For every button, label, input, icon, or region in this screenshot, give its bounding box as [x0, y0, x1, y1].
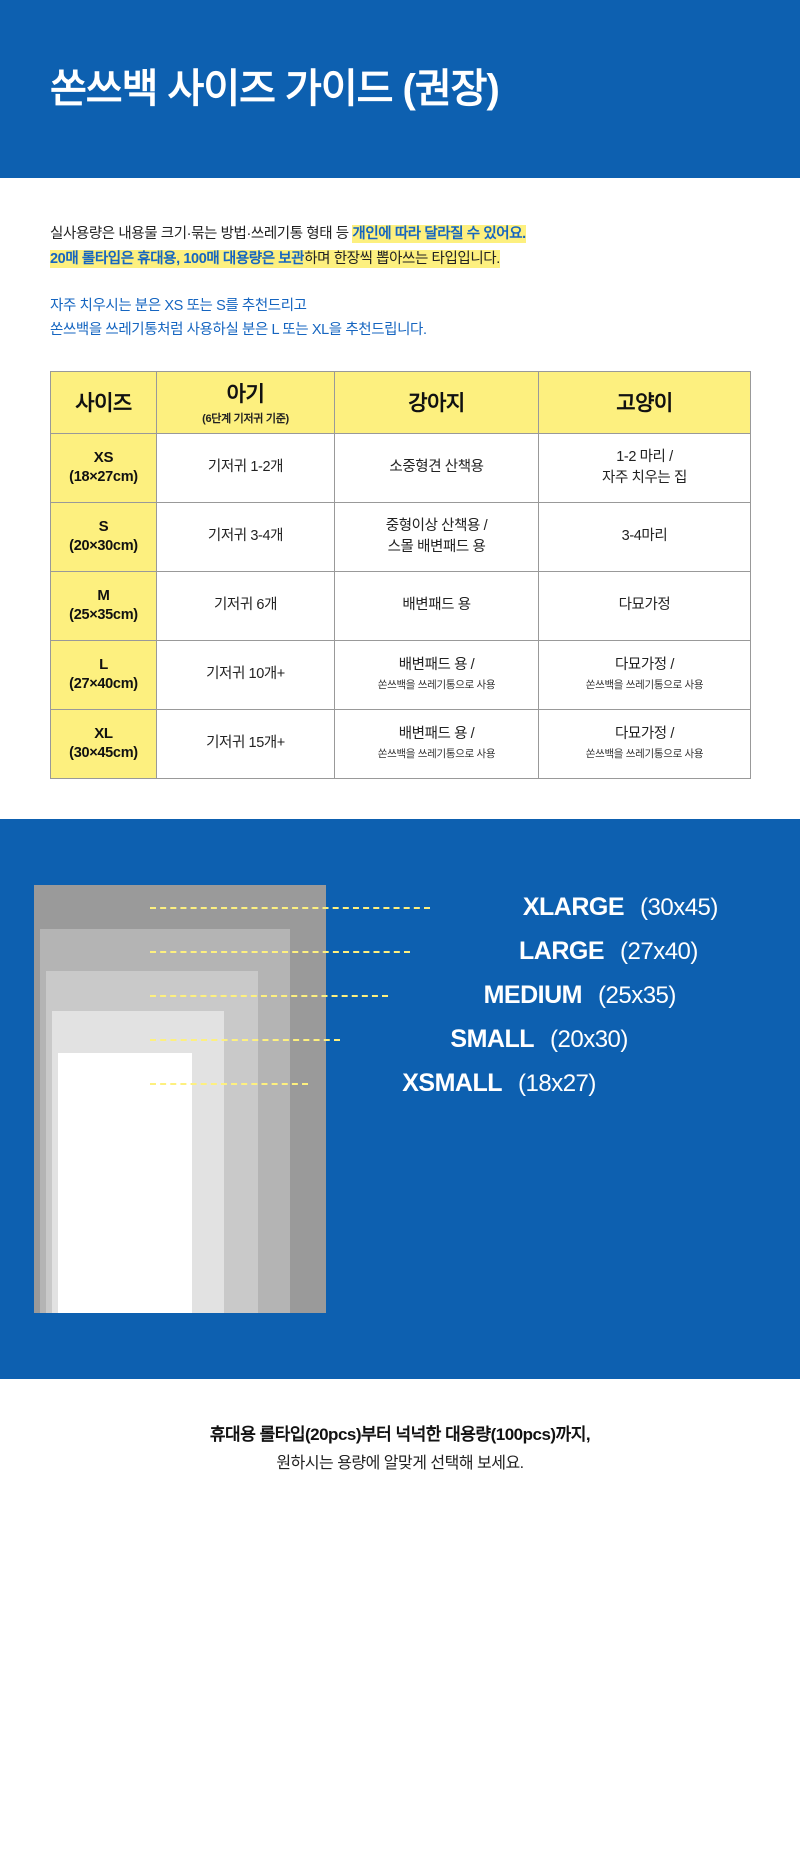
cell-cat-xs: 1-2 마리 / 자주 치우는 집 — [538, 432, 751, 503]
col-header-dog-label: 강아지 — [408, 392, 465, 416]
size-label-xl: XL — [94, 724, 113, 742]
intro-line-1: 실사용량은 내용물 크기·묶는 방법·쓰레기통 형태 등 개인에 따라 달라질 … — [50, 222, 750, 247]
legend-row-small: SMALL (20x30) — [150, 1025, 780, 1054]
cell-size-m: M (25×35cm) — [50, 570, 157, 641]
cell-dog-l: 배변패드 용 / 쏜쓰백을 쓰레기통으로 사용 — [334, 639, 539, 710]
size-label-s: S — [98, 517, 109, 535]
size-dim-s: (20×30cm) — [69, 537, 138, 554]
leader-line-icon — [150, 994, 388, 997]
cell-dog-xl-note: 쏜쓰백을 쓰레기통으로 사용 — [377, 748, 496, 761]
recommendation-block: 자주 치우시는 분은 XS 또는 S를 추천드리고 쏜쓰백을 쓰레기통처럼 사용… — [50, 295, 750, 343]
footer-section: 휴대용 롤타입(20pcs)부터 넉넉한 대용량(100pcs)까지, 원하시는… — [0, 1379, 800, 1480]
legend-dim-xsmall: (18x27) — [518, 1069, 596, 1097]
col-header-baby-sub: (6단계 기저귀 기준) — [202, 413, 289, 426]
legend-dim-small: (20x30) — [550, 1025, 628, 1053]
page-title: 쏜쓰백 사이즈 가이드 (권장) — [50, 67, 500, 111]
intro-line-1-highlight: 개인에 따라 달라질 수 있어요. — [352, 225, 526, 243]
cell-size-l: L (27×40cm) — [50, 639, 157, 710]
legend-name-xlarge: XLARGE — [522, 893, 625, 922]
cell-cat-xl-main: 다묘가정 / — [614, 726, 675, 743]
cell-dog-xl-main: 배변패드 용 / — [398, 726, 475, 743]
recommendation-line-1: 자주 치우시는 분은 XS 또는 S를 추천드리고 — [50, 297, 307, 314]
leader-line-icon — [150, 1082, 308, 1085]
cell-dog-xs: 소중형견 산책용 — [334, 432, 539, 503]
size-dim-xs: (18×27cm) — [69, 468, 138, 485]
page-header: 쏜쓰백 사이즈 가이드 (권장) — [0, 0, 800, 178]
leader-line-icon — [150, 1038, 340, 1041]
size-dim-m: (25×35cm) — [69, 606, 138, 623]
cell-dog-s: 중형이상 산책용 / 스몰 배변패드 용 — [334, 501, 539, 572]
cell-cat-l: 다묘가정 / 쏜쓰백을 쓰레기통으로 사용 — [538, 639, 751, 710]
table-row: L (27×40cm) 기저귀 10개+ 배변패드 용 / 쏜쓰백을 쓰레기통으… — [50, 639, 751, 710]
size-rect-xsmall — [58, 1052, 192, 1313]
cell-baby-s: 기저귀 3-4개 — [156, 501, 335, 572]
intro-line-2-suffix: 하며 한장씩 뽑아쓰는 타입입니다. — [304, 250, 500, 269]
cell-cat-m: 다묘가정 — [538, 570, 751, 641]
legend-dim-large: (27x40) — [620, 937, 698, 965]
cell-cat-xs-line1: 1-2 마리 / — [616, 448, 673, 465]
footer-line-1: 휴대용 롤타입(20pcs)부터 넉넉한 대용량(100pcs)까지, — [209, 1424, 591, 1444]
legend-row-xsmall: XSMALL (18x27) — [150, 1069, 780, 1098]
size-label-l: L — [99, 655, 108, 673]
intro-section: 실사용량은 내용물 크기·묶는 방법·쓰레기통 형태 등 개인에 따라 달라질 … — [0, 178, 800, 343]
col-header-size-label: 사이즈 — [75, 392, 132, 416]
cell-dog-xl: 배변패드 용 / 쏜쓰백을 쓰레기통으로 사용 — [334, 708, 539, 779]
table-row: S (20×30cm) 기저귀 3-4개 중형이상 산책용 / 스몰 배변패드 … — [50, 501, 751, 572]
col-header-dog: 강아지 — [334, 370, 539, 434]
legend-row-large: LARGE (27x40) — [150, 937, 780, 966]
legend-name-large: LARGE — [519, 937, 605, 966]
size-comparison-diagram: XLARGE (30x45) LARGE (27x40) MEDIUM (25x… — [0, 818, 800, 1379]
cell-size-s: S (20×30cm) — [50, 501, 157, 572]
table-row: XS (18×27cm) 기저귀 1-2개 소중형견 산책용 1-2 마리 / … — [50, 432, 751, 503]
col-header-baby: 아기 (6단계 기저귀 기준) — [156, 370, 335, 434]
table-row: XL (30×45cm) 기저귀 15개+ 배변패드 용 / 쏜쓰백을 쓰레기통… — [50, 708, 751, 779]
cell-dog-s-line2: 스몰 배변패드 용 — [387, 538, 486, 555]
cell-baby-xl: 기저귀 15개+ — [156, 708, 335, 779]
intro-line-1-prefix: 실사용량은 내용물 크기·묶는 방법·쓰레기통 형태 등 — [50, 226, 353, 242]
cell-size-xl: XL (30×45cm) — [50, 708, 157, 779]
cell-cat-l-note: 쏜쓰백을 쓰레기통으로 사용 — [585, 679, 704, 692]
cell-dog-l-note: 쏜쓰백을 쓰레기통으로 사용 — [377, 679, 496, 692]
legend-name-medium: MEDIUM — [483, 981, 583, 1010]
cell-dog-l-main: 배변패드 용 / — [398, 657, 475, 674]
table-row: M (25×35cm) 기저귀 6개 배변패드 용 다묘가정 — [50, 570, 751, 641]
intro-line-2-highlight: 20매 롤타입은 휴대용, 100매 대용량은 보관 — [50, 250, 305, 269]
size-table: 사이즈 아기 (6단계 기저귀 기준) 강아지 고양이 XS (18×27 — [50, 370, 751, 779]
cell-dog-m: 배변패드 용 — [334, 570, 539, 641]
col-header-cat-label: 고양이 — [616, 392, 673, 416]
legend-dim-medium: (25x35) — [598, 981, 676, 1009]
cell-cat-l-main: 다묘가정 / — [614, 657, 675, 674]
cell-baby-l: 기저귀 10개+ — [156, 639, 335, 710]
leader-line-icon — [150, 950, 410, 953]
col-header-cat: 고양이 — [538, 370, 751, 434]
legend-name-xsmall: XSMALL — [402, 1069, 502, 1098]
cell-cat-xs-line2: 자주 치우는 집 — [602, 469, 687, 486]
col-header-size: 사이즈 — [50, 370, 157, 434]
cell-baby-m: 기저귀 6개 — [156, 570, 335, 641]
size-label-m: M — [97, 586, 110, 604]
legend-row-medium: MEDIUM (25x35) — [150, 981, 780, 1010]
recommendation-line-2: 쏜쓰백을 쓰레기통처럼 사용하실 분은 L 또는 XL을 추천드립니다. — [50, 321, 427, 338]
cell-cat-xl-note: 쏜쓰백을 쓰레기통으로 사용 — [585, 748, 704, 761]
size-table-section: 사이즈 아기 (6단계 기저귀 기준) 강아지 고양이 XS (18×27 — [0, 343, 800, 779]
size-dim-xl: (30×45cm) — [69, 744, 138, 761]
footer-line-2: 원하시는 용량에 알맞게 선택해 보세요. — [276, 1455, 524, 1473]
intro-line-2: 20매 롤타입은 휴대용, 100매 대용량은 보관하며 한장씩 뽑아쓰는 타입… — [50, 247, 750, 272]
leader-line-icon — [150, 906, 430, 909]
cell-cat-xl: 다묘가정 / 쏜쓰백을 쓰레기통으로 사용 — [538, 708, 751, 779]
legend-dim-xlarge: (30x45) — [640, 893, 718, 921]
cell-size-xs: XS (18×27cm) — [50, 432, 157, 503]
cell-baby-xs: 기저귀 1-2개 — [156, 432, 335, 503]
cell-dog-s-line1: 중형이상 산책용 / — [385, 517, 488, 534]
legend-name-small: SMALL — [450, 1025, 534, 1054]
size-label-xs: XS — [93, 448, 114, 466]
size-dim-l: (27×40cm) — [69, 675, 138, 692]
table-header-row: 사이즈 아기 (6단계 기저귀 기준) 강아지 고양이 — [50, 370, 751, 434]
col-header-baby-label: 아기 — [226, 383, 265, 407]
cell-cat-s: 3-4마리 — [538, 501, 751, 572]
legend-row-xlarge: XLARGE (30x45) — [150, 893, 780, 922]
